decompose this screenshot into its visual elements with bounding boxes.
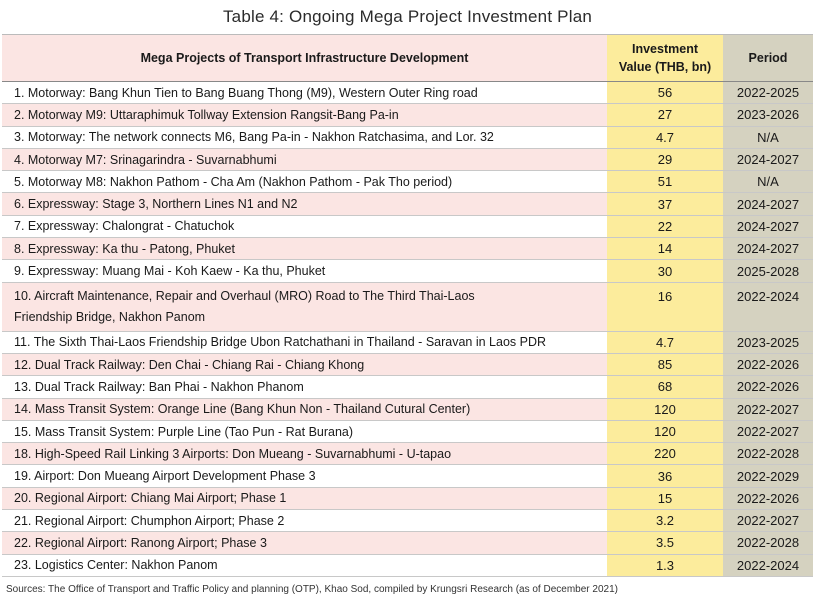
- period-cell: 2022-2024: [723, 282, 813, 332]
- period-cell: 2022-2024: [723, 554, 813, 577]
- investment-value-cell: 15: [607, 487, 723, 511]
- investment-value-cell: 30: [607, 259, 723, 283]
- period-cell: N/A: [723, 126, 813, 149]
- investment-value-cell: 37: [607, 192, 723, 216]
- investment-value-cell: 36: [607, 464, 723, 488]
- table-row: 22. Regional Airport: Ranong Airport; Ph…: [2, 531, 813, 555]
- table-row: 3. Motorway: The network connects M6, Ba…: [2, 126, 813, 149]
- table-row: 1. Motorway: Bang Khun Tien to Bang Buan…: [2, 81, 813, 105]
- project-cell: 23. Logistics Center: Nakhon Panom: [2, 554, 607, 577]
- source-note: Sources: The Office of Transport and Tra…: [6, 583, 618, 595]
- investment-value-cell: 120: [607, 398, 723, 421]
- table-row: 19. Airport: Don Mueang Airport Developm…: [2, 464, 813, 488]
- period-cell: 2022-2026: [723, 353, 813, 377]
- investment-value-cell: 120: [607, 420, 723, 444]
- period-cell: 2023-2025: [723, 331, 813, 354]
- project-cell: 22. Regional Airport: Ranong Airport; Ph…: [2, 531, 607, 555]
- header-period: Period: [723, 34, 813, 82]
- table-row: 8. Expressway: Ka thu - Patong, Phuket 14…: [2, 237, 813, 261]
- project-cell: 5. Motorway M8: Nakhon Pathom - Cha Am (…: [2, 170, 607, 194]
- project-cell: 10. Aircraft Maintenance, Repair and Ove…: [2, 282, 607, 332]
- table-row: 21. Regional Airport: Chumphon Airport; …: [2, 509, 813, 533]
- project-cell: 14. Mass Transit System: Orange Line (Ba…: [2, 398, 607, 421]
- table-header-row: Mega Projects of Transport Infrastructur…: [2, 34, 813, 82]
- investment-value-cell: 4.7: [607, 126, 723, 149]
- period-cell: 2022-2027: [723, 398, 813, 421]
- period-cell: 2022-2025: [723, 81, 813, 105]
- header-project: Mega Projects of Transport Infrastructur…: [2, 34, 607, 82]
- period-cell: 2024-2027: [723, 192, 813, 216]
- investment-value-cell: 29: [607, 148, 723, 172]
- period-cell: 2025-2028: [723, 259, 813, 283]
- project-cell: 18. High-Speed Rail Linking 3 Airports: …: [2, 442, 607, 466]
- period-cell: 2024-2027: [723, 148, 813, 172]
- table-row: 7. Expressway: Chalongrat - Chatuchok 22 2…: [2, 215, 813, 239]
- period-cell: N/A: [723, 170, 813, 194]
- project-cell: 2. Motorway M9: Uttaraphimuk Tollway Ext…: [2, 103, 607, 127]
- table-title: Table 4: Ongoing Mega Project Investment…: [222, 7, 593, 26]
- project-cell: 6. Expressway: Stage 3, Northern Lines N…: [2, 192, 607, 216]
- table-row: 10. Aircraft Maintenance, Repair and Ove…: [2, 282, 813, 332]
- investment-value-cell: 22: [607, 215, 723, 239]
- header-value-line2: Value (THB, bn): [618, 60, 712, 74]
- project-cell: 7. Expressway: Chalongrat - Chatuchok: [2, 215, 607, 239]
- table-row: 14. Mass Transit System: Orange Line (Ba…: [2, 398, 813, 421]
- table-row: 9. Expressway: Muang Mai - Koh Kaew - Ka…: [2, 259, 813, 283]
- table-row: 15. Mass Transit System: Purple Line (Ta…: [2, 420, 813, 444]
- investment-value-cell: 16: [607, 282, 723, 332]
- table-row: 23. Logistics Center: Nakhon Panom 1.3 202…: [2, 554, 813, 577]
- investment-value-cell: 3.5: [607, 531, 723, 555]
- period-cell: 2024-2027: [723, 215, 813, 239]
- header-value-line1: Investment: [632, 42, 698, 56]
- period-cell: 2022-2027: [723, 420, 813, 444]
- period-cell: 2023-2026: [723, 103, 813, 127]
- project-cell: 19. Airport: Don Mueang Airport Developm…: [2, 464, 607, 488]
- table-body: 1. Motorway: Bang Khun Tien to Bang Buan…: [2, 81, 813, 577]
- investment-value-cell: 51: [607, 170, 723, 194]
- project-cell: 12. Dual Track Railway: Den Chai - Chian…: [2, 353, 607, 377]
- table-row: 18. High-Speed Rail Linking 3 Airports: …: [2, 442, 813, 466]
- table-row: 11. The Sixth Thai-Laos Friendship Bridg…: [2, 331, 813, 354]
- project-cell: 1. Motorway: Bang Khun Tien to Bang Buan…: [2, 81, 607, 105]
- period-cell: 2022-2028: [723, 531, 813, 555]
- project-cell: 8. Expressway: Ka thu - Patong, Phuket: [2, 237, 607, 261]
- table-row: 12. Dual Track Railway: Den Chai - Chian…: [2, 353, 813, 377]
- project-cell: 20. Regional Airport: Chiang Mai Airport…: [2, 487, 607, 511]
- table-row: 20. Regional Airport: Chiang Mai Airport…: [2, 487, 813, 511]
- period-cell: 2022-2028: [723, 442, 813, 466]
- project-cell: 4. Motorway M7: Srinagarindra - Suvarnab…: [2, 148, 607, 172]
- table-row: 4. Motorway M7: Srinagarindra - Suvarnab…: [2, 148, 813, 172]
- table-row: 2. Motorway M9: Uttaraphimuk Tollway Ext…: [2, 103, 813, 127]
- investment-value-cell: 4.7: [607, 331, 723, 354]
- period-cell: 2022-2027: [723, 509, 813, 533]
- period-cell: 2022-2026: [723, 375, 813, 399]
- investment-value-cell: 85: [607, 353, 723, 377]
- investment-value-cell: 3.2: [607, 509, 723, 533]
- period-cell: 2024-2027: [723, 237, 813, 261]
- investment-table: Mega Projects of Transport Infrastructur…: [2, 34, 813, 577]
- project-cell: 15. Mass Transit System: Purple Line (Ta…: [2, 420, 607, 444]
- table-row: 13. Dual Track Railway: Ban Phai - Nakho…: [2, 375, 813, 399]
- table-row: 6. Expressway: Stage 3, Northern Lines N…: [2, 192, 813, 216]
- table-row: 5. Motorway M8: Nakhon Pathom - Cha Am (…: [2, 170, 813, 194]
- investment-value-cell: 220: [607, 442, 723, 466]
- project-cell: 3. Motorway: The network connects M6, Ba…: [2, 126, 607, 149]
- investment-value-cell: 56: [607, 81, 723, 105]
- header-investment-value: Investment Value (THB, bn): [607, 34, 723, 82]
- project-cell: 9. Expressway: Muang Mai - Koh Kaew - Ka…: [2, 259, 607, 283]
- investment-value-cell: 14: [607, 237, 723, 261]
- investment-value-cell: 1.3: [607, 554, 723, 577]
- period-cell: 2022-2029: [723, 464, 813, 488]
- investment-value-cell: 27: [607, 103, 723, 127]
- project-cell: 21. Regional Airport: Chumphon Airport; …: [2, 509, 607, 533]
- period-cell: 2022-2026: [723, 487, 813, 511]
- investment-value-cell: 68: [607, 375, 723, 399]
- project-cell: 13. Dual Track Railway: Ban Phai - Nakho…: [2, 375, 607, 399]
- project-cell: 11. The Sixth Thai-Laos Friendship Bridg…: [2, 331, 607, 354]
